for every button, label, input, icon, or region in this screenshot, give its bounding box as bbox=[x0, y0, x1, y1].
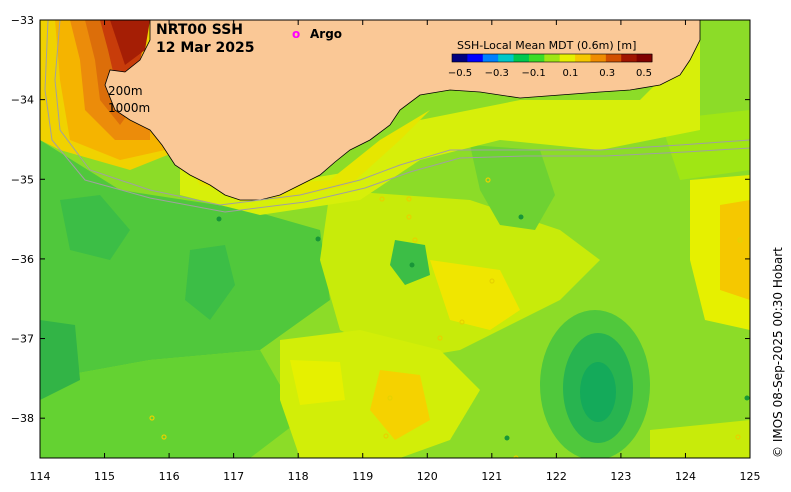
colorbar-tick-label: −0.1 bbox=[521, 68, 545, 79]
isobath-200m bbox=[54, 20, 750, 206]
x-tick-label: 120 bbox=[417, 470, 438, 483]
x-tick-label: 116 bbox=[159, 470, 180, 483]
colorbar-segment bbox=[452, 54, 468, 62]
x-axis: 114 115 116 117 118 119 120 121 122 123 124 125 bbox=[30, 20, 761, 483]
x-tick-label: 125 bbox=[740, 470, 761, 483]
x-tick-label: 115 bbox=[94, 470, 115, 483]
colorbar-segment bbox=[482, 54, 499, 62]
colorbar-segment bbox=[528, 54, 545, 62]
colorbar-segment bbox=[467, 54, 484, 62]
colorbar-segment bbox=[636, 54, 653, 62]
title-line2: 12 Mar 2025 bbox=[156, 40, 254, 56]
x-tick-label: 118 bbox=[288, 470, 309, 483]
float-markers bbox=[149, 177, 743, 458]
isobath-label-1000m: 1000m bbox=[108, 101, 150, 115]
land-australia bbox=[104, 20, 701, 201]
y-tick-label: −36 bbox=[11, 253, 34, 266]
x-tick-label: 119 bbox=[352, 470, 373, 483]
colorbar: SSH-Local Mean MDT (0.6m) [m] −0.5 −0.3 −0… bbox=[448, 39, 653, 79]
colorbar-tick-label: 0.3 bbox=[599, 68, 615, 79]
title-line1: NRT00 SSH bbox=[156, 22, 243, 38]
y-axis: −33 −34 −35 −36 −37 −38 bbox=[11, 14, 750, 425]
x-tick-label: 124 bbox=[675, 470, 696, 483]
colorbar-segment bbox=[513, 54, 530, 62]
isobath-1000m bbox=[44, 20, 750, 213]
y-tick-label: −33 bbox=[11, 14, 34, 27]
y-tick-label: −34 bbox=[11, 94, 34, 107]
colorbar-tick-label: −0.3 bbox=[485, 68, 509, 79]
colorbar-title: SSH-Local Mean MDT (0.6m) [m] bbox=[457, 39, 636, 52]
credit-text: © IMOS 08-Sep-2025 00:30 Hobart bbox=[771, 247, 785, 458]
colorbar-segment bbox=[605, 54, 622, 62]
colorbar-segment bbox=[544, 54, 561, 62]
plot-frame bbox=[39, 19, 751, 459]
colorbar-segment bbox=[575, 54, 591, 62]
float-markers-green bbox=[216, 214, 750, 441]
y-tick-label: −38 bbox=[11, 412, 34, 425]
x-tick-label: 117 bbox=[223, 470, 244, 483]
isobath-label-200m: 200m bbox=[108, 84, 143, 98]
x-tick-label: 123 bbox=[610, 470, 631, 483]
y-tick-label: −37 bbox=[11, 333, 34, 346]
y-tick-label: −35 bbox=[11, 173, 34, 186]
colorbar-segment bbox=[498, 54, 515, 62]
argo-legend-label: Argo bbox=[310, 27, 342, 41]
argo-legend-icon: o bbox=[292, 27, 300, 41]
colorbar-segment bbox=[621, 54, 638, 62]
colorbar-tick-label: 0.1 bbox=[562, 68, 578, 79]
x-tick-label: 121 bbox=[481, 470, 502, 483]
colorbar-segment bbox=[590, 54, 607, 62]
colorbar-segment bbox=[559, 54, 576, 62]
x-tick-label: 114 bbox=[30, 470, 51, 483]
colorbar-frame bbox=[451, 53, 653, 63]
ssh-field bbox=[40, 20, 750, 458]
x-tick-label: 122 bbox=[546, 470, 567, 483]
colorbar-tick-label: −0.5 bbox=[448, 68, 472, 79]
colorbar-tick-label: 0.5 bbox=[636, 68, 652, 79]
